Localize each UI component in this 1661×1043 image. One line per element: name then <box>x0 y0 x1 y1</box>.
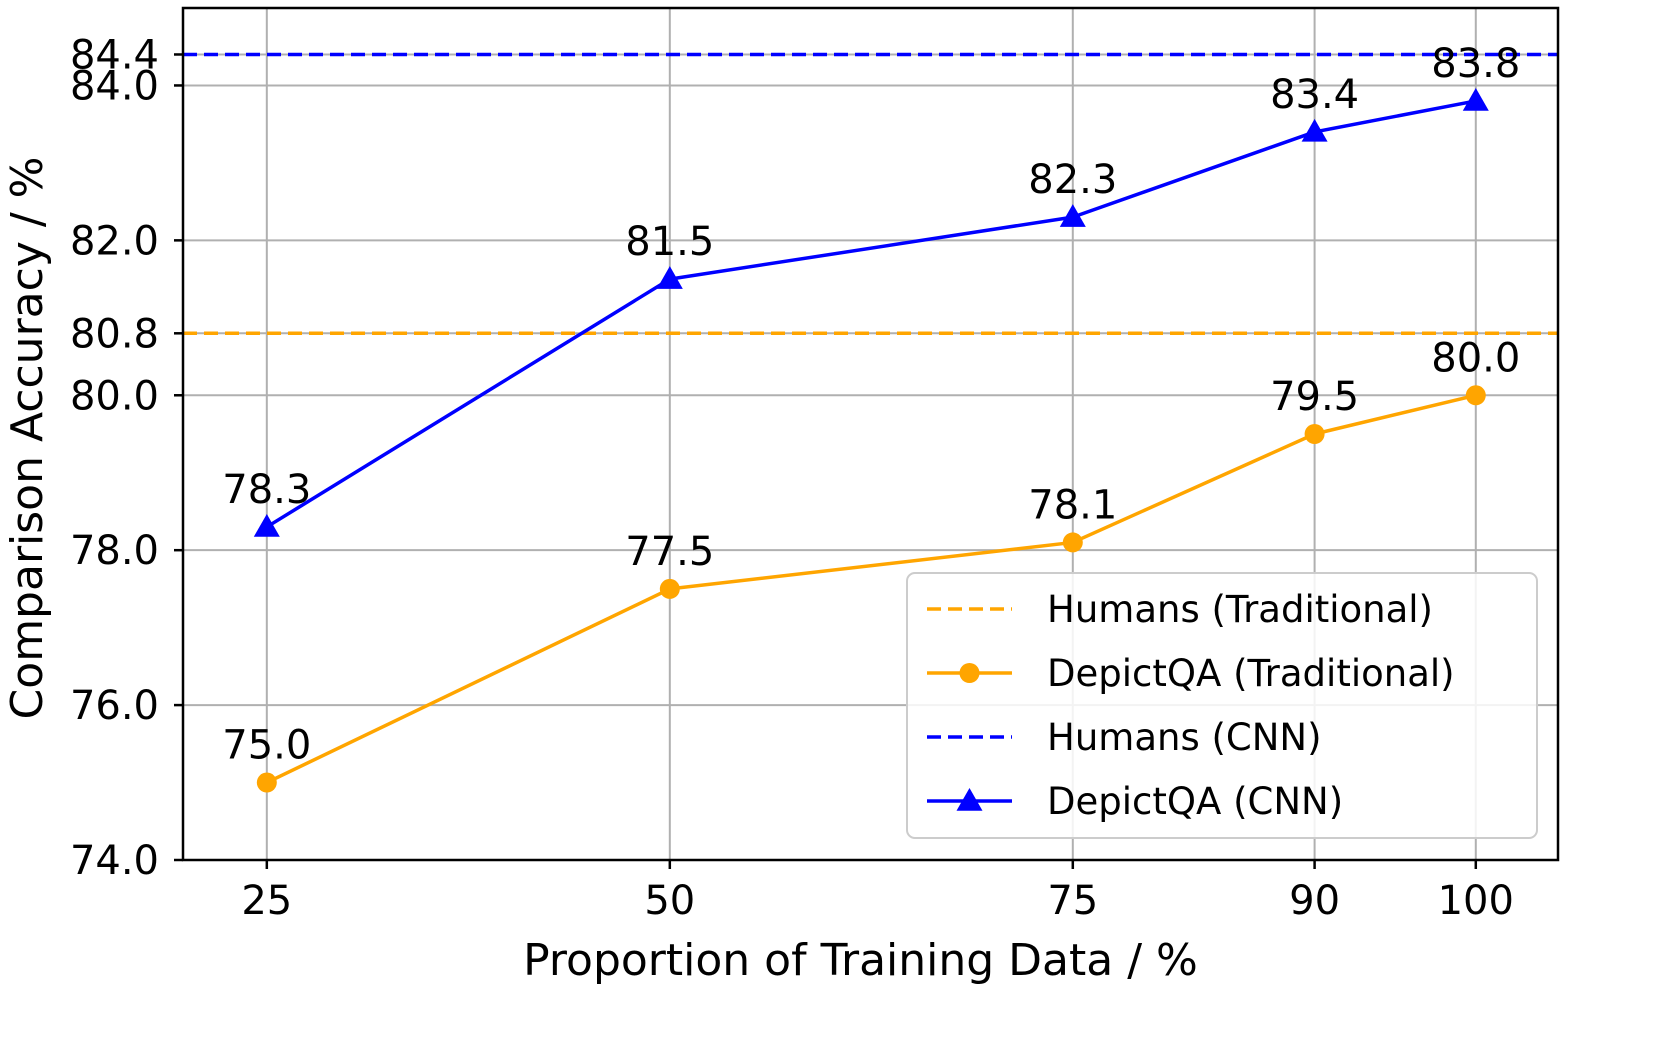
data-label: 82.3 <box>1028 157 1117 203</box>
data-label: 78.1 <box>1028 482 1117 528</box>
x-tick-label: 100 <box>1438 878 1514 924</box>
y-tick-label: 84.0 <box>70 63 159 109</box>
x-tick-label: 90 <box>1289 878 1340 924</box>
data-point-triangle <box>656 266 683 289</box>
series-markers <box>253 87 1489 793</box>
legend-label: Humans (CNN) <box>1047 716 1322 759</box>
data-label: 77.5 <box>625 529 714 575</box>
y-tick-label: 78.0 <box>70 528 159 574</box>
data-point-circle <box>256 772 277 793</box>
data-labels: 75.0 77.5 78.1 79.5 80.0 78.3 81.5 82.3 83.4 83.8 <box>222 41 1520 769</box>
legend-label: DepictQA (Traditional) <box>1047 652 1455 695</box>
y-tick-label: 76.0 <box>70 683 159 729</box>
data-point-circle <box>659 578 680 599</box>
axis-ticks: 25 50 75 90 10074.076.078.080.080.882.084.08… <box>70 32 1514 924</box>
plot-frame <box>181 6 1560 862</box>
data-label: 81.5 <box>625 219 714 265</box>
legend: Humans (Traditional) DepictQA (Traditiona… <box>906 572 1538 839</box>
legend-marker-circle <box>959 663 980 683</box>
y-tick-label: 84.4 <box>70 32 159 78</box>
x-tick-label: 50 <box>644 878 695 924</box>
x-axis-title: Proportion of Training Data / % <box>523 935 1198 986</box>
data-point-circle <box>1465 385 1486 406</box>
x-tick-label: 75 <box>1047 878 1098 924</box>
x-tick-label: 25 <box>241 878 292 924</box>
y-tick-label: 80.0 <box>70 373 159 419</box>
legend-label: DepictQA (CNN) <box>1047 780 1343 823</box>
data-label: 75.0 <box>222 723 311 769</box>
reference-lines <box>183 52 1558 336</box>
data-label: 83.4 <box>1270 72 1359 118</box>
data-label: 80.0 <box>1431 335 1520 381</box>
legend-label: Humans (Traditional) <box>1047 588 1433 631</box>
y-axis-title: Comparison Accuracy / % <box>2 157 53 720</box>
y-tick-label: 74.0 <box>70 838 159 884</box>
data-label: 83.8 <box>1431 41 1520 87</box>
y-tick-label: 80.8 <box>70 311 159 357</box>
legend-box <box>906 572 1538 839</box>
y-tick-label: 82.0 <box>70 218 159 264</box>
data-point-triangle <box>1301 118 1328 142</box>
data-point-triangle <box>253 513 280 537</box>
data-label: 78.3 <box>222 467 311 513</box>
legend-marker-triangle <box>956 788 983 811</box>
data-point-circle <box>1062 532 1083 553</box>
data-point-circle <box>1304 424 1325 444</box>
data-point-triangle <box>1059 204 1086 227</box>
data-point-triangle <box>1462 87 1489 111</box>
data-label: 79.5 <box>1270 374 1359 420</box>
